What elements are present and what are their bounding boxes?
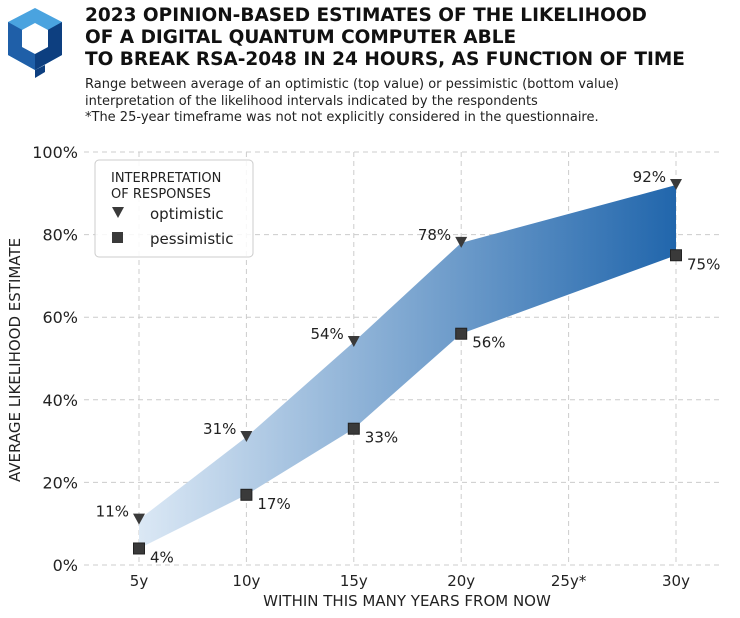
optimistic-marker: [670, 179, 682, 191]
optimistic-marker: [455, 236, 468, 248]
optimistic-data-label: 78%: [418, 226, 451, 244]
optimistic-data-label: 31%: [203, 420, 236, 438]
title-line: TO BREAK RSA-2048 IN 24 HOURS, AS FUNCTI…: [85, 49, 685, 70]
title-line: 2023 OPINION-BASED ESTIMATES OF THE LIKE…: [85, 5, 647, 26]
x-tick-label: 15y: [340, 572, 368, 590]
title-line: OF A DIGITAL QUANTUM COMPUTER ABLE: [85, 27, 517, 48]
optimistic-marker: [240, 430, 253, 442]
likelihood-range-area: [139, 185, 676, 549]
y-tick-label: 100%: [32, 143, 78, 162]
subtitle-line: interpretation of the likelihood interva…: [85, 93, 538, 109]
legend-title: INTERPRETATION: [111, 171, 221, 186]
pessimistic-marker: [347, 422, 360, 435]
y-tick-label: 0%: [53, 556, 78, 575]
optimistic-data-label: 11%: [96, 503, 129, 521]
pessimistic-data-label: 17%: [257, 495, 290, 513]
chart-subtitle: Range between average of an optimistic (…: [85, 77, 619, 127]
pessimistic-data-label: 4%: [150, 548, 174, 566]
legend-entry-optimistic: optimistic: [150, 205, 224, 223]
pessimistic-marker: [670, 249, 682, 262]
x-tick-label: 5y: [130, 572, 149, 590]
x-tick-label: 25y*: [551, 572, 587, 590]
optimistic-data-label: 92%: [633, 168, 666, 186]
y-tick-label: 60%: [42, 308, 78, 327]
chart-title: 2023 OPINION-BASED ESTIMATES OF THE LIKE…: [85, 5, 685, 71]
y-tick-label: 20%: [42, 473, 78, 492]
pessimistic-marker: [455, 327, 468, 340]
logo: [8, 8, 62, 78]
pessimistic-data-label: 75%: [687, 255, 720, 273]
x-tick-label: 10y: [232, 572, 260, 590]
x-tick-label: 30y: [662, 572, 690, 590]
square-icon: [112, 232, 123, 243]
legend-title: OF RESPONSES: [111, 187, 211, 202]
pessimistic-marker: [133, 542, 145, 555]
x-tick-label: 20y: [447, 572, 475, 590]
triangle-down-icon: [112, 207, 124, 218]
pessimistic-data-label: 33%: [365, 429, 398, 447]
y-axis-label: AVERAGE LIKELIHOOD ESTIMATE: [6, 238, 24, 482]
subtitle-line: Range between average of an optimistic (…: [85, 77, 619, 92]
y-tick-label: 80%: [42, 226, 78, 245]
x-axis-label: WITHIN THIS MANY YEARS FROM NOW: [263, 592, 551, 610]
pessimistic-marker: [240, 488, 253, 501]
optimistic-data-label: 54%: [310, 325, 343, 343]
optimistic-marker: [347, 335, 360, 347]
pessimistic-data-label: 56%: [472, 334, 505, 352]
legend-entry-pessimistic: pessimistic: [150, 230, 233, 248]
subtitle-line: *The 25-year timeframe was not not expli…: [85, 110, 599, 125]
optimistic-marker: [133, 513, 145, 525]
y-tick-label: 40%: [42, 391, 78, 410]
